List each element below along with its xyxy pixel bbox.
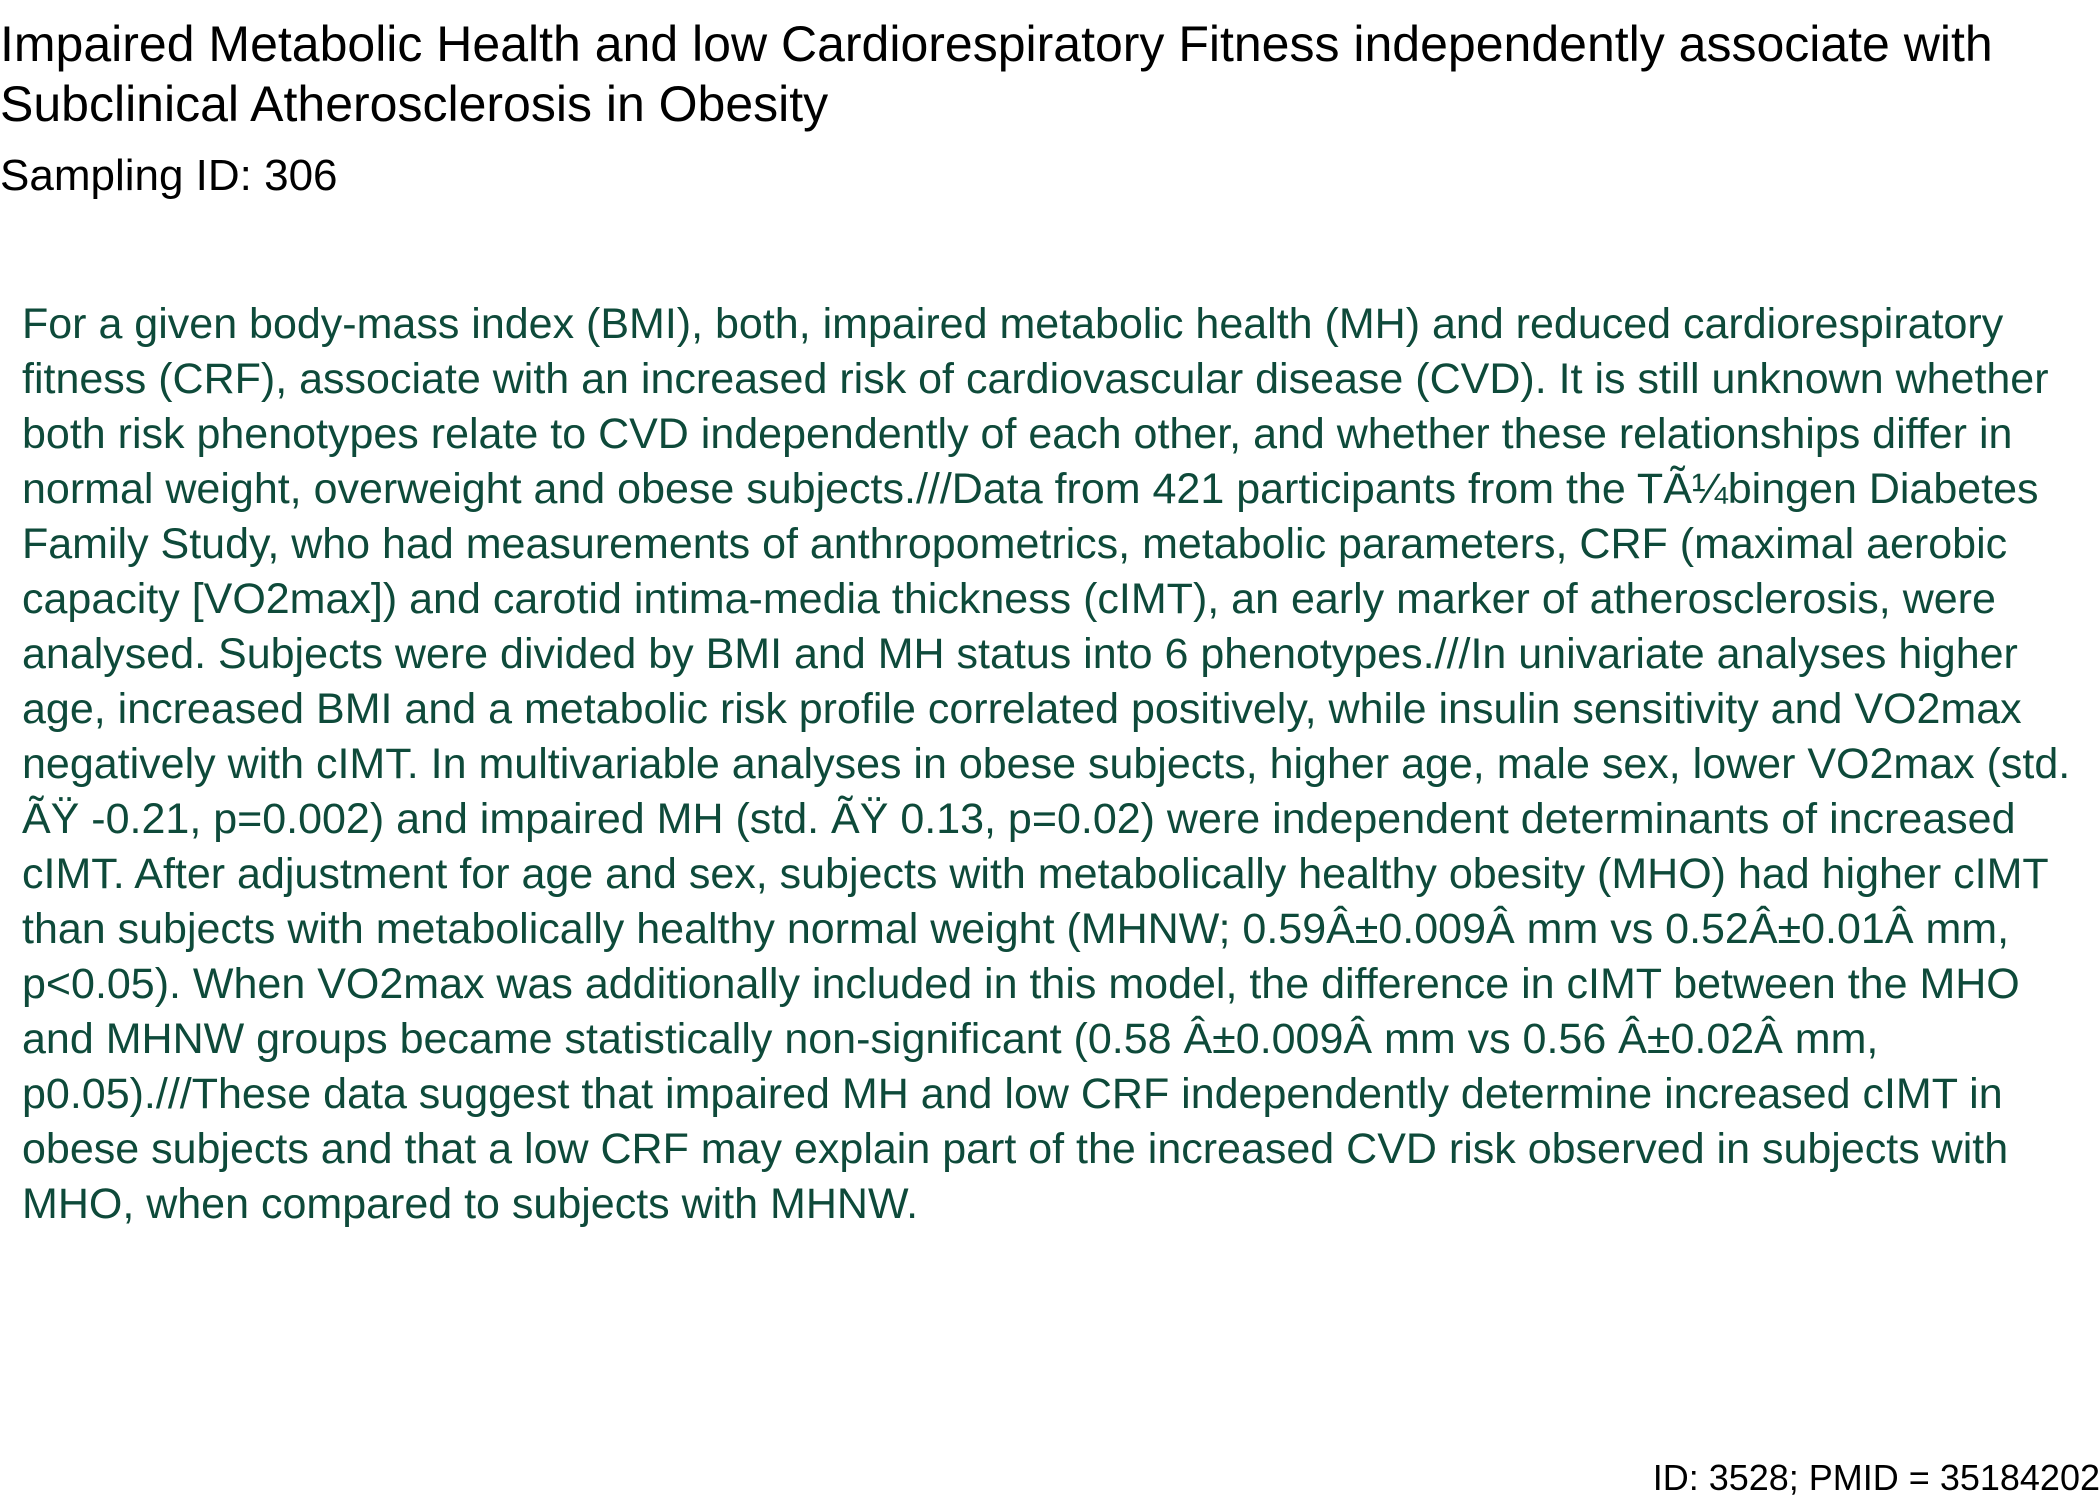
abstract-text: For a given body-mass index (BMI), both,…: [22, 300, 2071, 1228]
footer-ids: ID: 3528; PMID = 35184202: [1652, 1457, 2100, 1498]
sampling-id: Sampling ID: 306: [0, 151, 338, 200]
document-title: Impaired Metabolic Health and low Cardio…: [0, 16, 1993, 132]
